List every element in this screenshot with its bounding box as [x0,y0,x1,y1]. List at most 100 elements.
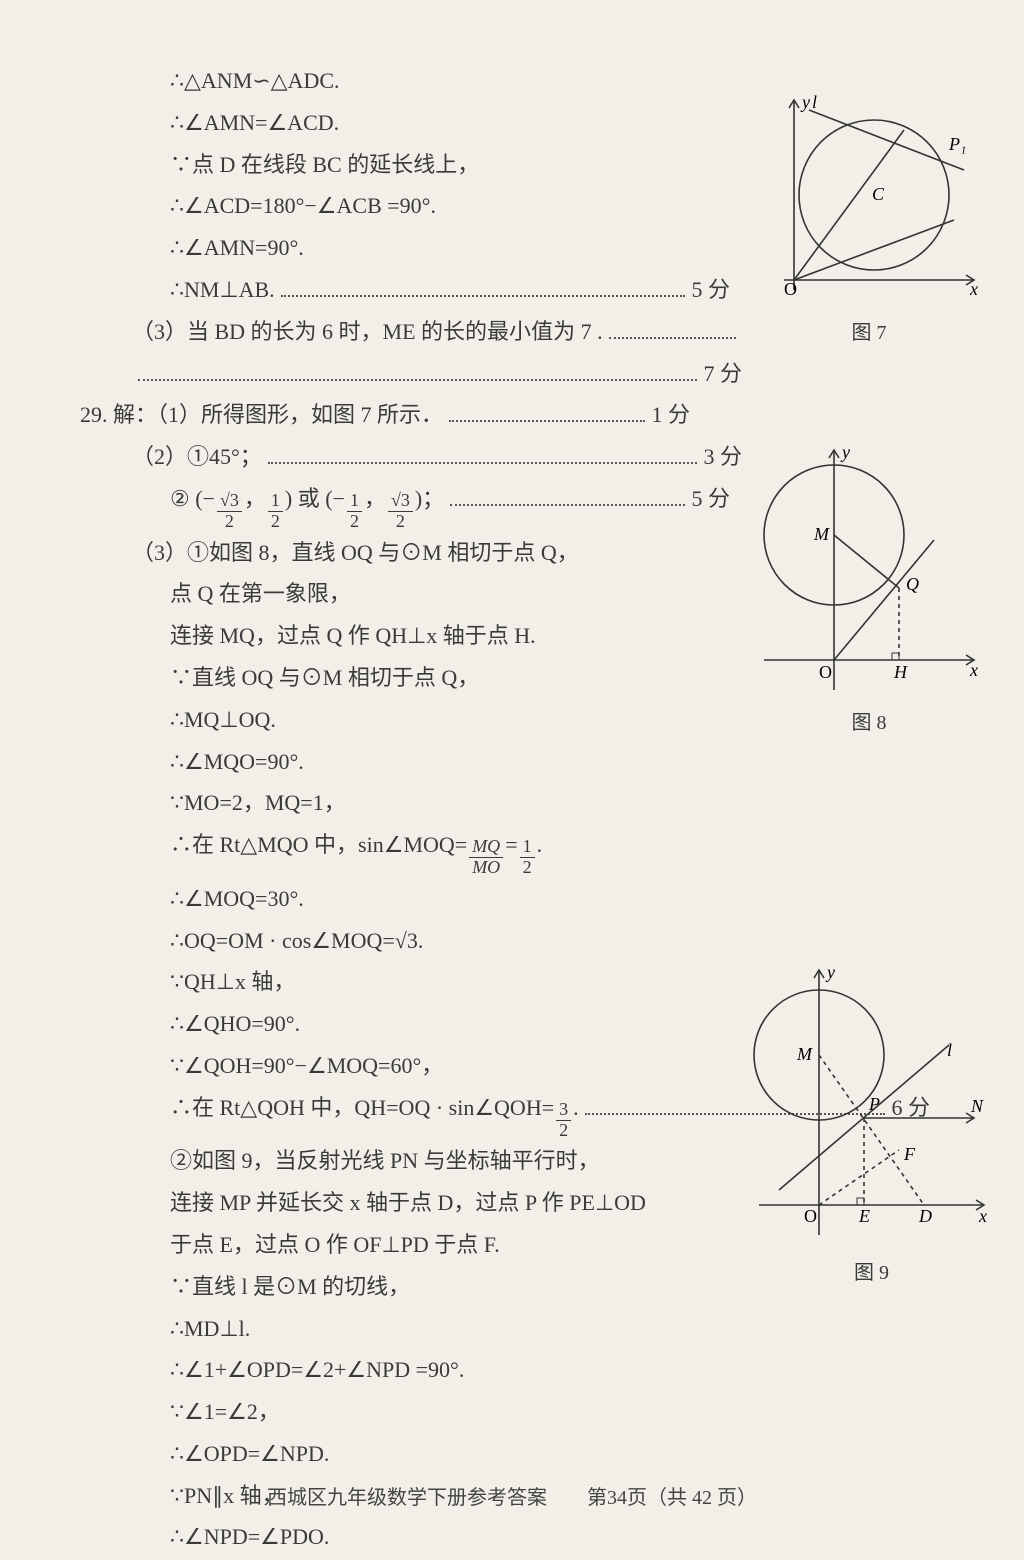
page: ∴△ANM∽△ADC. ∴∠AMN=∠ACD. ∵点 D 在线段 BC 的延长线… [0,0,1024,1560]
text: ∴在 Rt△QOH 中，QH=OQ · sin∠QOH= [170,1087,554,1129]
text: . [537,824,543,866]
proof-line: ∵MO=2，MQ=1， [120,782,934,824]
text: ∴∠ACD=180°−∠ACB =90°. [170,185,436,227]
text: = [505,824,517,866]
text: 连接 MP 并延长交 x 轴于点 D，过点 P 作 PE⊥OD [170,1182,646,1224]
origin-label: O [804,1206,817,1226]
proof-line-scored: ∴NM⊥AB. 5 分 [120,269,730,311]
figure-8-label: 图 8 [754,706,984,735]
text: 29. 解：（1）所得图形，如图 7 所示． [80,394,443,436]
text: ∵点 D 在线段 BC 的延长线上， [170,144,479,186]
fraction: 12 [520,837,535,878]
text: ∵QH⊥x 轴， [170,961,295,1003]
page-footer: 西城区九年级数学下册参考答案 第34页（共 42 页） [0,1481,1024,1510]
text: （3）①如图 8，直线 OQ 与⊙M 相切于点 Q， [132,532,579,574]
fraction: MQMO [469,837,503,878]
text: ∵∠QOH=90°−∠MOQ=60°， [170,1045,443,1087]
proof-line: ∴∠MOQ=30°. [120,878,934,920]
text: ∵直线 OQ 与⊙M 相切于点 Q， [170,657,479,699]
d-label: D [918,1206,932,1226]
origin-label: O [819,662,832,682]
text: ∴∠OPD=∠NPD. [170,1433,329,1475]
h-label: H [893,662,908,682]
text: ∴MD⊥l. [170,1308,250,1350]
text: ∴∠MOQ=30°. [170,878,304,920]
text: ∴∠MQO=90°. [170,741,304,783]
p-label: P [868,1094,880,1114]
text: ∴∠AMN=90°. [170,227,304,269]
comma: ， [244,478,266,520]
text: （3）当 BD 的长为 6 时，ME 的长的最小值为 7 . [132,311,603,353]
text: ∴NM⊥AB. [170,269,275,311]
fraction: 12 [347,491,362,532]
proof-line: ∴MD⊥l. [120,1308,934,1350]
figure-8-svg: O M Q H y x [754,440,984,700]
figure-7-svg: O C P₁ l y x [754,90,984,310]
q-label: Q [906,574,919,594]
origin-label: O [784,279,797,299]
text: ∴在 Rt△MQO 中，sin∠MOQ= [170,824,467,866]
leader-dots [450,491,685,506]
score-line: 7 分 [120,353,742,395]
m-label: M [796,1044,813,1064]
q29-2-1: （2）①45°； 3 分 [120,436,742,478]
center-label: C [872,184,885,204]
text: ∵∠1=∠2， [170,1391,280,1433]
fraction: √32 [388,491,413,532]
x-axis-label: x [969,660,978,680]
text: ∴OQ=OM · cos∠MOQ=√3. [170,920,423,962]
figure-7: O C P₁ l y x 图 7 [754,90,984,345]
comma: ， [364,478,386,520]
leader-dots [449,407,645,422]
text: ∴∠1+∠OPD=∠2+∠NPD =90°. [170,1349,464,1391]
m-label: M [813,524,830,544]
text: )； [415,478,444,520]
fraction: 32 [556,1100,571,1141]
score-label: 7 分 [703,353,742,395]
text: ② (− [170,478,215,520]
step-3-line: （3）当 BD 的长为 6 时，ME 的长的最小值为 7 . [120,311,742,353]
l-label: l [812,92,817,112]
text: ∵直线 l 是⊙M 的切线， [170,1266,410,1308]
q29-2-2: ② (− √32 ， 12 ) 或 (− 12 ， √32 )； 5 分 [120,478,730,532]
leader-dots [281,282,686,297]
l-label: l [947,1040,952,1060]
text: 连接 MQ，过点 Q 作 QH⊥x 轴于点 H. [170,615,536,657]
y-axis-label: y [840,442,850,462]
text: ∴∠AMN=∠ACD. [170,102,339,144]
text: . [573,1087,579,1129]
y-axis-label: y [800,92,810,112]
text: ∴∠NPD=∠PDO. [170,1516,329,1558]
figure-9-label: 图 9 [749,1256,994,1285]
text: 于点 E，过点 O 作 OF⊥PD 于点 F. [170,1224,500,1266]
text: ) 或 (− [285,478,345,520]
x-axis-label: x [969,279,978,299]
text: ∵MO=2，MQ=1， [170,782,346,824]
proof-line: ∴∠NPD=∠PDO. [120,1516,934,1558]
score-label: 5 分 [691,269,730,311]
figure-8: O M Q H y x 图 8 [754,440,984,735]
proof-line: ∴∠1+∠OPD=∠2+∠NPD =90°. [120,1349,934,1391]
score-label: 1 分 [651,394,690,436]
leader-dots [138,365,697,380]
f-label: F [903,1144,916,1164]
x-axis-label: x [978,1206,987,1226]
leader-dots [268,449,698,464]
proof-line: ∴∠MQO=90°. [120,741,934,783]
y-axis-label: y [825,962,835,982]
text: 点 Q 在第一象限， [170,573,351,615]
text: （2）①45°； [132,436,262,478]
text: ∴△ANM∽△ADC. [170,60,340,102]
q29-line: 29. 解：（1）所得图形，如图 7 所示． 1 分 [80,394,690,436]
p1-label: P₁ [948,134,966,154]
text: ∴∠QHO=90°. [170,1003,300,1045]
e-label: E [858,1206,870,1226]
n-label: N [970,1096,984,1116]
fraction: 12 [268,491,283,532]
proof-line-frac: ∴在 Rt△MQO 中，sin∠MOQ= MQMO = 12 . [120,824,934,878]
figure-7-label: 图 7 [754,316,984,345]
figure-9: O M P N F E D l y x 图 9 [749,960,994,1285]
fraction: √32 [217,491,242,532]
proof-line: ∴∠OPD=∠NPD. [120,1433,934,1475]
proof-line: ∵∠1=∠2， [120,1391,934,1433]
